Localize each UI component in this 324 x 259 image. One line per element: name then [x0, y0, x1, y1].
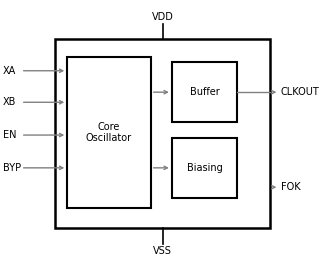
Text: XB: XB	[3, 97, 16, 107]
Text: CLKOUT: CLKOUT	[281, 87, 319, 97]
Text: BYP: BYP	[3, 163, 21, 173]
FancyBboxPatch shape	[55, 39, 270, 228]
Text: FOK: FOK	[281, 182, 300, 192]
FancyBboxPatch shape	[172, 138, 237, 198]
Text: Biasing: Biasing	[187, 163, 223, 173]
Text: XA: XA	[3, 66, 16, 76]
Text: EN: EN	[3, 130, 17, 140]
Text: Buffer: Buffer	[190, 87, 219, 97]
FancyBboxPatch shape	[67, 57, 151, 208]
Text: Core
Oscillator: Core Oscillator	[86, 122, 132, 143]
FancyBboxPatch shape	[172, 62, 237, 123]
Text: VSS: VSS	[153, 246, 172, 256]
Text: VDD: VDD	[152, 12, 174, 21]
